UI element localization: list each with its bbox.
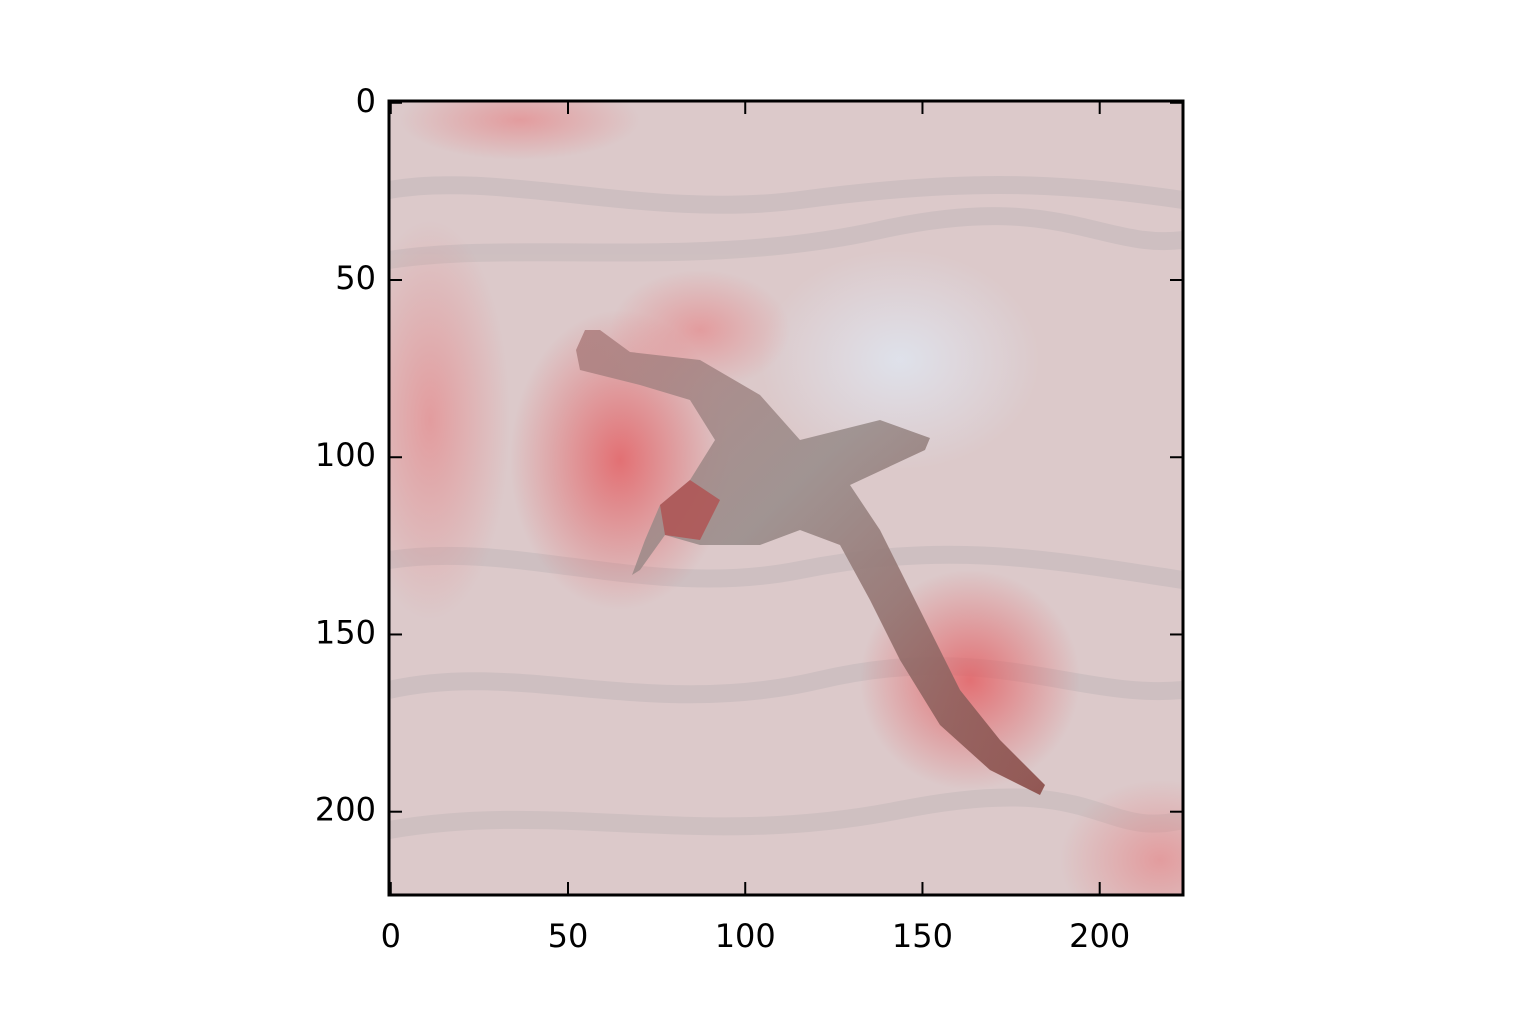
y-tick-label: 50 (335, 259, 376, 297)
y-tick-label: 200 (315, 791, 376, 829)
y-tick-label: 0 (356, 82, 376, 120)
plot-frame (387, 99, 1185, 897)
x-tick-label: 50 (548, 917, 589, 955)
image (389, 101, 1183, 895)
x-tick-label: 100 (715, 917, 776, 955)
y-tick-label: 100 (315, 436, 376, 474)
y-tick-label: 150 (315, 613, 376, 651)
x-tick-label: 0 (381, 917, 401, 955)
x-tick-label: 200 (1069, 917, 1130, 955)
x-tick-label: 150 (892, 917, 953, 955)
